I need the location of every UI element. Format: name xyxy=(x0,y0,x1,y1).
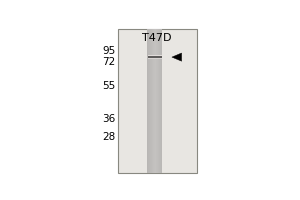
Text: 72: 72 xyxy=(102,57,116,67)
FancyBboxPatch shape xyxy=(160,29,161,173)
FancyBboxPatch shape xyxy=(147,29,148,173)
FancyBboxPatch shape xyxy=(152,29,153,173)
FancyBboxPatch shape xyxy=(154,29,155,173)
FancyBboxPatch shape xyxy=(153,29,154,173)
FancyBboxPatch shape xyxy=(154,29,155,173)
Text: 28: 28 xyxy=(102,132,116,142)
FancyBboxPatch shape xyxy=(149,29,150,173)
FancyBboxPatch shape xyxy=(148,29,149,173)
FancyBboxPatch shape xyxy=(151,29,152,173)
FancyBboxPatch shape xyxy=(155,29,156,173)
Text: 36: 36 xyxy=(102,114,116,124)
FancyBboxPatch shape xyxy=(161,29,162,173)
Text: T47D: T47D xyxy=(142,33,172,43)
FancyBboxPatch shape xyxy=(150,29,151,173)
FancyBboxPatch shape xyxy=(158,29,159,173)
Text: 95: 95 xyxy=(102,46,116,56)
FancyBboxPatch shape xyxy=(159,29,160,173)
FancyBboxPatch shape xyxy=(162,29,163,173)
FancyBboxPatch shape xyxy=(157,29,158,173)
FancyBboxPatch shape xyxy=(160,29,161,173)
Text: 55: 55 xyxy=(102,81,116,91)
Polygon shape xyxy=(172,53,182,61)
FancyBboxPatch shape xyxy=(118,29,197,173)
FancyBboxPatch shape xyxy=(147,29,163,173)
FancyBboxPatch shape xyxy=(156,29,157,173)
